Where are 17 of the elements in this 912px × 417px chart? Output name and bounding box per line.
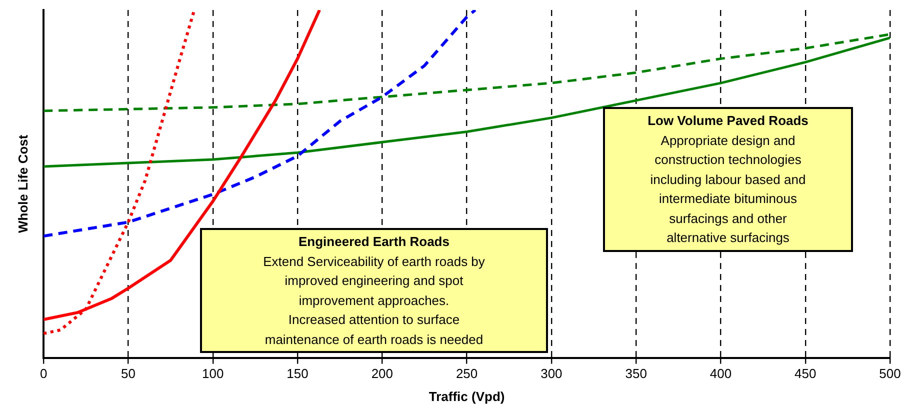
x-tick-label: 100 <box>202 366 224 382</box>
x-tick-label: 300 <box>540 366 562 382</box>
x-tick-label: 250 <box>456 366 478 382</box>
x-tick-label: 500 <box>879 366 901 382</box>
annotation: Low Volume Paved Roads Appropriate design and construction technologies including labour based and intermediate bituminous surfacings and other alternative surfacings <box>646 112 810 247</box>
y-axis-title: Whole Life Cost <box>15 134 30 234</box>
x-tick-label: 150 <box>286 366 308 382</box>
note-box: Low Volume Paved Roads Appropriate design and construction technologies including labour based and intermediate bituminous surfacings and other alternative surfacings <box>603 107 853 252</box>
x-axis-title: Traffic (Vpd) <box>428 388 505 404</box>
x-tick-label: 350 <box>625 366 647 382</box>
x-tick-label: 400 <box>710 366 732 382</box>
annotation: Engineered Earth Roads Extend Serviceability of earth roads by improved engineering and spot improvement approaches. Increased attention to surface maintenance of earth roads is needed <box>262 233 486 348</box>
note-box: Engineered Earth Roads Extend Serviceability of earth roads by improved engineering and spot improvement approaches. Increased attention to surface maintenance of earth roads is needed <box>200 228 548 353</box>
x-tick-label: 0 <box>40 366 48 382</box>
x-tick-label: 200 <box>371 366 394 382</box>
x-tick-label: 450 <box>794 366 816 382</box>
x-tick-label: 50 <box>121 366 136 382</box>
